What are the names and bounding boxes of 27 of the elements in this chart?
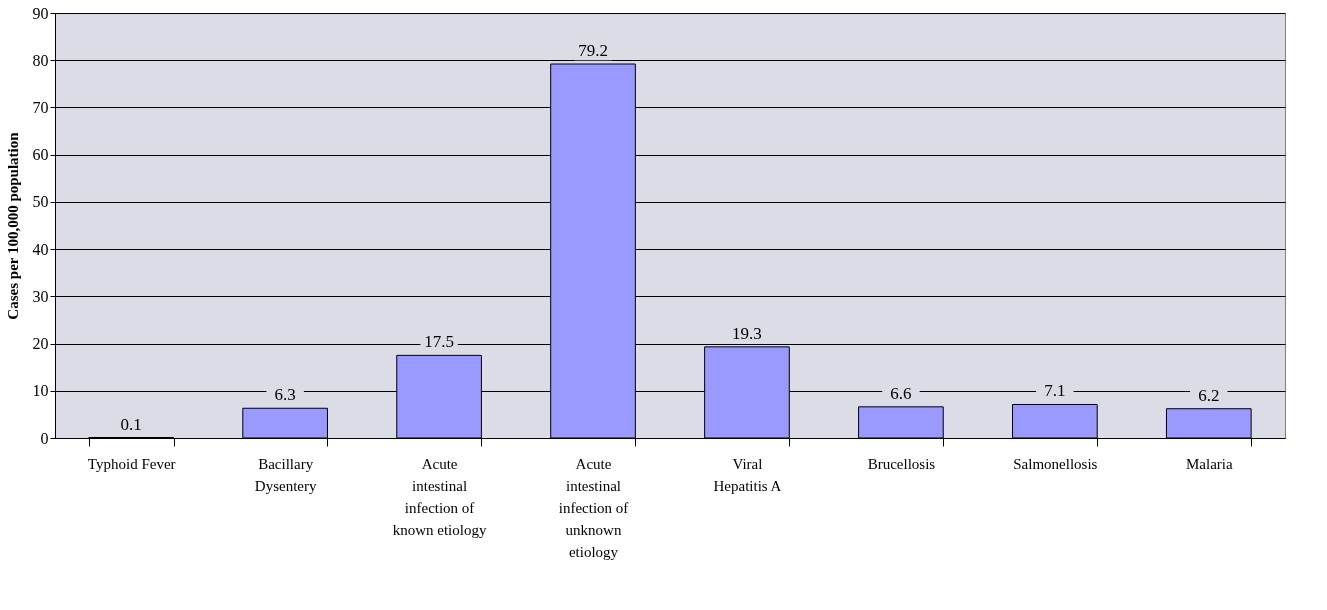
x-tick-label: Acute intestinal infection of known etiology bbox=[392, 455, 487, 538]
y-tick-label: 60 bbox=[32, 146, 49, 164]
x-tick-label: Typhoid Fever bbox=[87, 455, 176, 472]
x-tick-label: Brucellosis bbox=[867, 455, 936, 472]
y-tick-label: 90 bbox=[32, 4, 49, 22]
data-label: 6.3 bbox=[274, 385, 296, 405]
x-tick-label: Acute intestinal infection of unknown etiology bbox=[558, 455, 629, 560]
y-tick-label: 0 bbox=[40, 429, 49, 447]
x-tick-label: Salmonellosis bbox=[1013, 455, 1098, 472]
y-tick-label: 10 bbox=[32, 382, 49, 400]
data-label: 79.2 bbox=[578, 41, 608, 60]
y-tick-label: 30 bbox=[32, 287, 49, 305]
data-label: 17.5 bbox=[424, 332, 454, 352]
data-label: 0.1 bbox=[120, 414, 142, 434]
data-label: 6.2 bbox=[1198, 385, 1220, 405]
data-label: 6.6 bbox=[890, 383, 912, 403]
y-axis-title: Cases per 100,000 population bbox=[4, 131, 21, 320]
data-label: 19.3 bbox=[732, 323, 762, 343]
y-tick-label: 20 bbox=[32, 335, 49, 353]
x-tick-label: Malaria bbox=[1185, 455, 1233, 472]
y-tick-label: 40 bbox=[32, 240, 49, 258]
data-label: 7.1 bbox=[1044, 381, 1066, 401]
x-tick-label: Bacillary Dysentery bbox=[254, 455, 317, 494]
y-tick-label: 80 bbox=[32, 51, 49, 69]
y-tick-label: 70 bbox=[32, 98, 49, 116]
x-tick-label: Viral Hepatitis A bbox=[713, 455, 782, 494]
y-tick-label: 50 bbox=[32, 193, 49, 211]
